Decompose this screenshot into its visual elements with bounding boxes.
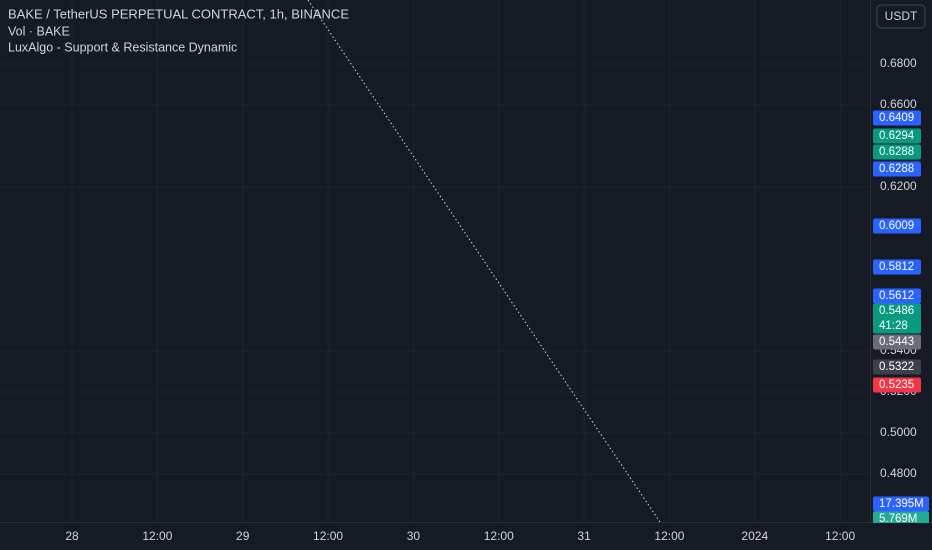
price-tag-label: 0.5812 xyxy=(879,261,914,273)
price-tag-label: 0.5322 xyxy=(879,361,914,373)
x-tick-label: 12:00 xyxy=(654,529,684,543)
y-tick-label: 0.6600 xyxy=(880,97,917,111)
price-tag xyxy=(873,110,921,126)
price-axis xyxy=(870,0,932,550)
price-tag-label: 0.5443 xyxy=(879,336,914,348)
price-tag-label: 0.6009 xyxy=(879,220,914,232)
x-tick-label: 12:00 xyxy=(484,529,514,543)
price-tag xyxy=(873,218,921,234)
x-tick-label: 12:00 xyxy=(313,529,343,543)
price-tag-label: 0.6288 xyxy=(879,163,914,175)
volume-tag xyxy=(873,511,929,527)
price-tag xyxy=(873,334,921,350)
x-tick-label: 31 xyxy=(577,529,591,543)
y-tick-label: 0.4800 xyxy=(880,466,917,480)
price-tag-label: 0.6288 xyxy=(879,146,914,158)
x-tick-label: 12:00 xyxy=(142,529,172,543)
y-tick-label: 0.5000 xyxy=(880,425,917,439)
price-tags: 0.6409 0.6294 0.6288 0.6288 0.6009 0.5812 0.56… xyxy=(870,110,932,550)
x-tick-label: 28 xyxy=(65,529,79,543)
price-tag-label: 0.6409 xyxy=(879,112,914,124)
price-tag xyxy=(873,288,921,304)
volume-tag-label: 5.769M xyxy=(879,513,917,525)
indicator-label: Vol · BAKE xyxy=(8,24,70,38)
price-tag-label: 0.5612 xyxy=(879,290,914,302)
price-tag-label: 0.6294 xyxy=(879,130,915,142)
countdown: 41:28 xyxy=(879,320,908,332)
x-tick-label: 29 xyxy=(236,529,250,543)
volume-tag xyxy=(873,496,929,512)
x-tick-label: 30 xyxy=(407,529,421,543)
chart-title: BAKE / TetherUS PERPETUAL CONTRACT, 1h, … xyxy=(8,6,349,21)
price-tag xyxy=(873,359,921,375)
axis-labels: 0.68000.66000.62000.54000.52000.50000.48… xyxy=(65,56,917,543)
price-tag xyxy=(873,128,921,144)
x-tick-label: 12:00 xyxy=(825,529,855,543)
time-axis xyxy=(870,523,932,550)
trend-line xyxy=(307,0,661,523)
y-tick-label: 0.6800 xyxy=(880,56,917,70)
price-tag-label: 0.5486 xyxy=(879,305,914,317)
price-tag xyxy=(873,377,921,393)
currency-button[interactable] xyxy=(876,4,926,29)
x-tick-label: 2024 xyxy=(741,529,768,543)
volume-tag-label: 17.395M xyxy=(879,498,924,510)
price-tag xyxy=(873,259,921,275)
price-tag xyxy=(873,303,921,334)
price-tag xyxy=(873,161,921,177)
grid xyxy=(0,0,870,522)
indicator-label: LuxAlgo - Support & Resistance Dynamic xyxy=(8,40,237,54)
price-tag-label: 0.5235 xyxy=(879,379,914,391)
y-tick-label: 0.6200 xyxy=(880,179,917,193)
currency[interactable]: USDT xyxy=(885,9,918,23)
price-tag xyxy=(873,144,921,160)
